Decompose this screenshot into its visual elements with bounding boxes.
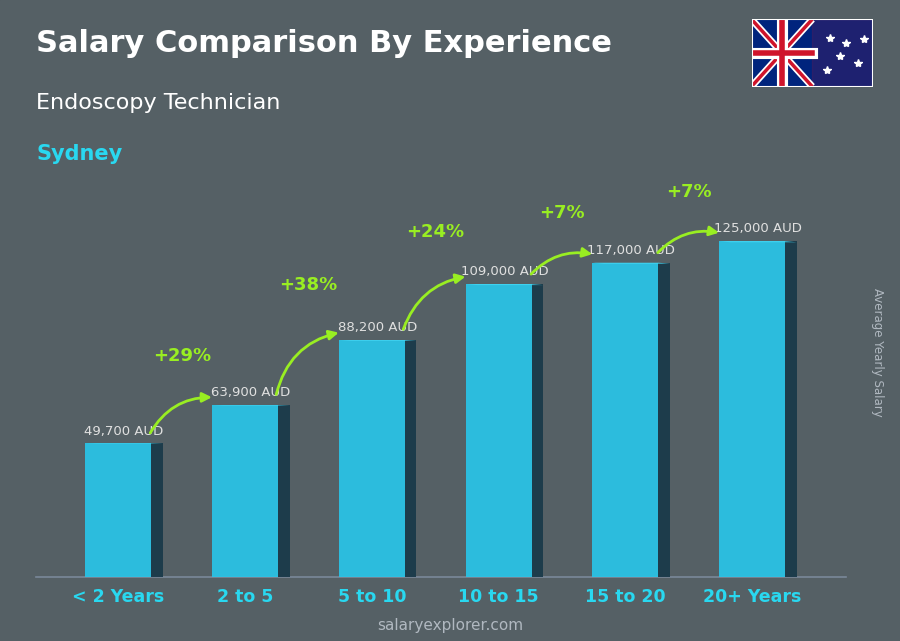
Text: 109,000 AUD: 109,000 AUD (461, 265, 548, 278)
Text: +38%: +38% (279, 276, 338, 294)
Polygon shape (532, 284, 543, 577)
Polygon shape (465, 284, 543, 285)
Text: 117,000 AUD: 117,000 AUD (587, 244, 675, 257)
Text: +7%: +7% (539, 204, 585, 222)
Text: +7%: +7% (666, 183, 712, 201)
FancyBboxPatch shape (212, 405, 278, 577)
Polygon shape (659, 263, 670, 577)
FancyBboxPatch shape (719, 241, 785, 577)
Text: Endoscopy Technician: Endoscopy Technician (36, 93, 281, 113)
Text: +24%: +24% (406, 223, 464, 241)
FancyBboxPatch shape (465, 284, 532, 577)
Polygon shape (785, 241, 796, 577)
Text: 49,700 AUD: 49,700 AUD (85, 424, 164, 438)
Polygon shape (339, 340, 417, 341)
Text: salaryexplorer.com: salaryexplorer.com (377, 619, 523, 633)
Polygon shape (278, 405, 290, 577)
Polygon shape (151, 444, 163, 577)
Text: 125,000 AUD: 125,000 AUD (714, 222, 802, 235)
Bar (812, 19, 873, 87)
Text: Average Yearly Salary: Average Yearly Salary (871, 288, 884, 417)
Text: 88,200 AUD: 88,200 AUD (338, 321, 418, 334)
FancyBboxPatch shape (339, 340, 405, 577)
Text: 63,900 AUD: 63,900 AUD (212, 387, 291, 399)
Text: Sydney: Sydney (36, 144, 122, 164)
Polygon shape (719, 241, 796, 242)
FancyBboxPatch shape (86, 444, 151, 577)
Text: +29%: +29% (153, 347, 211, 365)
FancyBboxPatch shape (592, 263, 659, 577)
Text: Salary Comparison By Experience: Salary Comparison By Experience (36, 29, 612, 58)
Polygon shape (405, 340, 417, 577)
